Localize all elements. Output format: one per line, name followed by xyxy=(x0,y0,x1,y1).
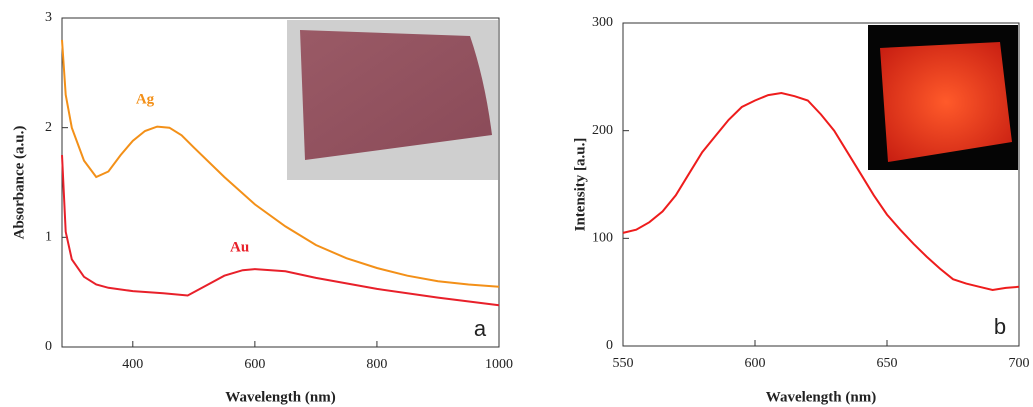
x-tick-label: 600 xyxy=(244,357,265,372)
y-tick-label: 0 xyxy=(606,338,613,353)
series-line xyxy=(61,155,500,307)
y-tick-label: 3 xyxy=(45,10,52,25)
y-tick-label: 200 xyxy=(592,123,613,138)
series-label: Au xyxy=(230,240,249,256)
x-axis-label: Wavelength (nm) xyxy=(766,389,876,405)
y-tick-label: 100 xyxy=(592,231,613,246)
series-label: Ag xyxy=(136,92,155,108)
x-tick-label: 800 xyxy=(366,357,387,372)
panel-label: b xyxy=(994,314,1006,339)
inset-film xyxy=(300,30,492,160)
y-tick-label: 1 xyxy=(45,230,52,245)
inset-film xyxy=(880,42,1012,162)
y-axis-label: Absorbance (a.u.) xyxy=(11,126,27,240)
x-axis-label: Wavelength (nm) xyxy=(225,389,335,405)
y-tick-label: 300 xyxy=(592,15,613,30)
series-line xyxy=(61,39,500,288)
x-tick-label: 700 xyxy=(1009,356,1030,371)
y-axis-label: Intensity [a.u.] xyxy=(572,138,588,232)
series-line xyxy=(622,91,1020,292)
x-tick-label: 1000 xyxy=(485,357,513,372)
plot-frame xyxy=(61,17,500,348)
x-tick-label: 600 xyxy=(745,356,766,371)
panel-label: a xyxy=(474,316,487,341)
x-tick-label: 400 xyxy=(122,357,143,372)
x-tick-label: 550 xyxy=(613,356,634,371)
y-tick-label: 2 xyxy=(45,120,52,135)
y-tick-label: 0 xyxy=(45,339,52,354)
plot-frame xyxy=(622,22,1020,347)
x-tick-label: 650 xyxy=(877,356,898,371)
